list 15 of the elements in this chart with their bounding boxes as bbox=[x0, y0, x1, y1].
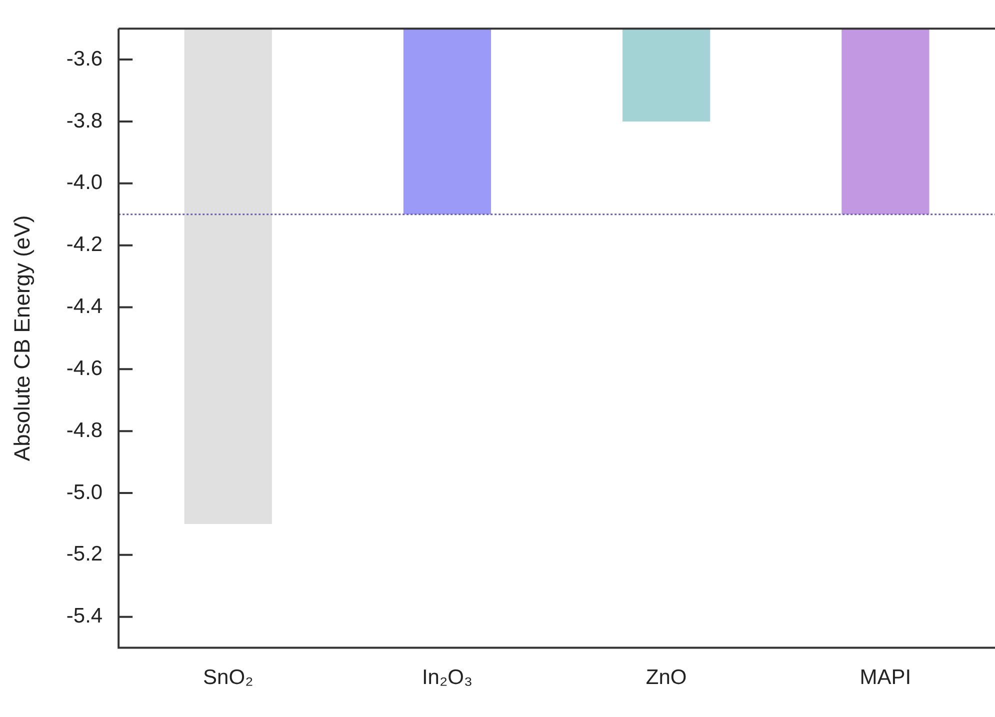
x-tick-label: MAPI bbox=[860, 666, 912, 690]
y-tick-label: -4.8 bbox=[66, 418, 103, 442]
x-tick-label: SnO₂ bbox=[203, 666, 254, 690]
x-tick-label: In₂O₃ bbox=[422, 666, 473, 690]
y-tick-label: -4.6 bbox=[66, 356, 103, 380]
y-tick-label: -5.4 bbox=[66, 604, 103, 628]
y-tick-label: -4.4 bbox=[66, 295, 103, 318]
y-axis-title: Absolute CB Energy (eV) bbox=[9, 215, 34, 462]
x-tick-label: ZnO bbox=[646, 666, 687, 690]
y-tick-label: -4.0 bbox=[66, 171, 103, 194]
y-tick-label: -3.6 bbox=[66, 47, 103, 70]
y-tick-label: -5.2 bbox=[66, 542, 103, 566]
y-tick-label: -5.0 bbox=[66, 480, 103, 504]
y-tick-label: -4.2 bbox=[66, 233, 103, 256]
y-tick-label: -3.8 bbox=[66, 109, 103, 132]
